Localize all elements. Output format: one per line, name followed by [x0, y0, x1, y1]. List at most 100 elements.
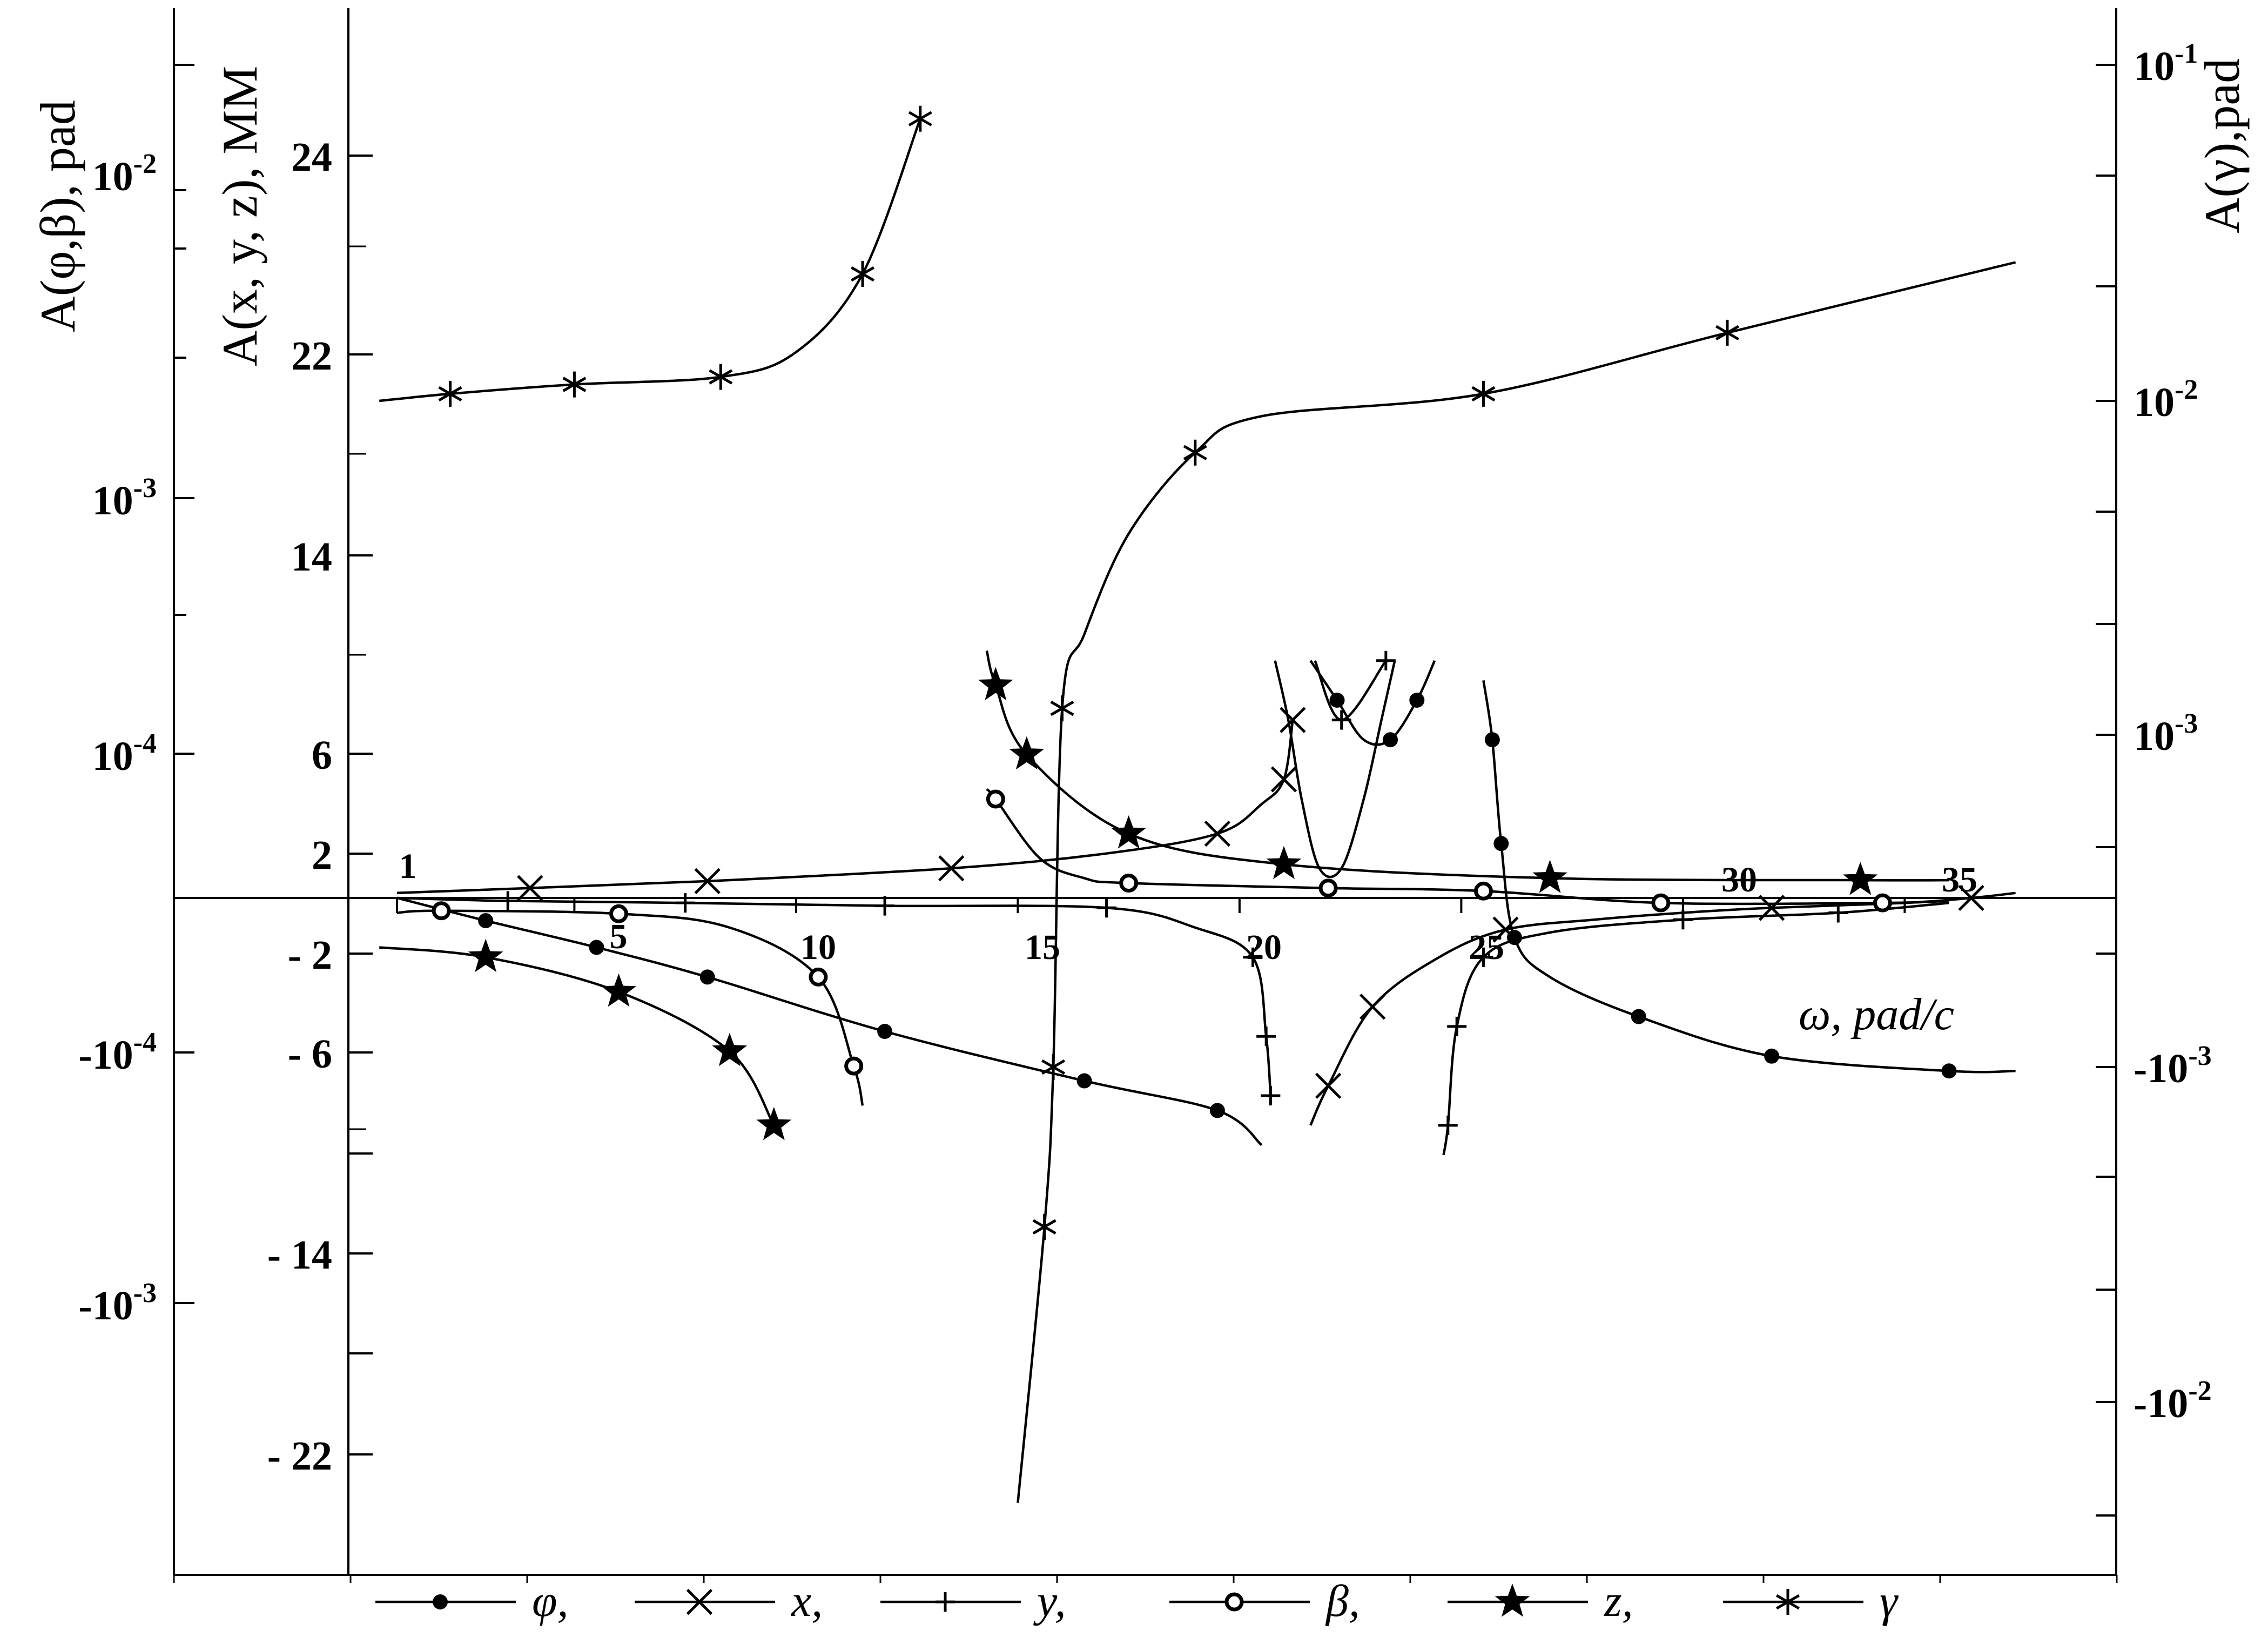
data-point-beta [809, 967, 828, 987]
left-inner-tick-label: 24 [291, 135, 332, 180]
data-point-beta [432, 901, 451, 921]
data-point-gamma [1183, 439, 1207, 466]
series-lines [379, 105, 2016, 1503]
data-point-phi [1329, 693, 1345, 708]
data-point-gamma [709, 364, 733, 390]
x-tick-label: 15 [1025, 928, 1060, 967]
left-outer-tick-label: -10-4 [78, 1027, 157, 1078]
left-inner-tick-label: - 2 [288, 933, 332, 978]
data-point-x [938, 855, 965, 882]
data-point-y [498, 891, 518, 911]
data-point-x [1360, 994, 1386, 1020]
left-inner-axis-title: A(x, y, z), MM [212, 66, 267, 366]
series-line-phi [1482, 680, 2016, 1074]
legend-item-z: z, [1448, 1576, 1633, 1626]
series-line-z [379, 946, 775, 1126]
data-point-beta [844, 1056, 864, 1076]
legend-label: x, [790, 1576, 823, 1626]
data-point-gamma [1041, 1054, 1066, 1080]
data-point-phi [1493, 836, 1509, 851]
series-x [396, 707, 2016, 1126]
data-point-y [1438, 1115, 1458, 1135]
data-point-x [1315, 1072, 1342, 1099]
data-point-phi [1209, 1103, 1225, 1118]
legend-item-x: x, [635, 1576, 823, 1626]
data-point-phi [1764, 1048, 1780, 1064]
x-axis-title: ω, pad/c [1799, 989, 1954, 1039]
data-point-x [1280, 707, 1306, 733]
data-point-x [694, 868, 721, 895]
right-tick-label: 10-1 [2134, 38, 2198, 89]
data-point-beta [1318, 878, 1338, 898]
data-point-beta [609, 904, 628, 923]
legend-marker [686, 1588, 713, 1615]
data-point-z [468, 938, 503, 972]
data-point-y [1376, 650, 1396, 670]
data-point-z [1009, 736, 1045, 770]
series-gamma [379, 105, 2016, 1503]
right-tick-label: 10-3 [2134, 708, 2198, 759]
left-outer-axis-title: A(φ,β), pad [30, 100, 85, 332]
data-point-beta [986, 789, 1005, 809]
legend-label: φ, [532, 1576, 568, 1626]
data-point-z [712, 1032, 748, 1067]
data-point-gamma [1032, 1213, 1056, 1240]
series-line-gamma [1017, 261, 2016, 1503]
right-axis-title: A(γ),pad [2195, 58, 2250, 233]
left-inner-tick-label: - 22 [267, 1433, 332, 1479]
series-y [396, 650, 1949, 1156]
x-tick-label: 10 [800, 928, 836, 967]
data-point-y [1096, 898, 1116, 918]
data-point-z [756, 1106, 792, 1141]
legend-label: y, [1033, 1576, 1066, 1626]
data-point-phi [1383, 732, 1398, 748]
data-point-y [1673, 910, 1693, 930]
data-point-phi [699, 969, 715, 985]
series-z [379, 650, 1949, 1141]
legend-item-y: y, [880, 1576, 1066, 1626]
left-inner-tick-label: - 6 [288, 1031, 332, 1077]
left-inner-tick-label: 14 [291, 534, 332, 580]
left-outer-tick-label: 10-3 [92, 473, 157, 524]
legend-item-beta: β, [1169, 1576, 1360, 1626]
series-line-phi [396, 896, 1263, 1146]
left-inner-tick-label: - 14 [267, 1232, 332, 1278]
data-point-z [1266, 846, 1302, 880]
data-point-phi [877, 1024, 893, 1039]
data-point-phi [478, 913, 494, 929]
data-point-y [1473, 947, 1493, 967]
series-line-y [1314, 660, 1387, 721]
data-point-z [1532, 860, 1567, 893]
data-point-x [517, 875, 543, 901]
left-outer-tick-label: -10-3 [78, 1278, 157, 1329]
data-point-y [1331, 710, 1351, 730]
data-point-y [1243, 947, 1263, 967]
data-point-beta [1651, 893, 1671, 913]
data-point-z [1111, 815, 1146, 849]
data-point-x [1958, 884, 1984, 911]
left-outer-tick-label: 10-2 [92, 149, 157, 199]
data-point-y [875, 896, 895, 916]
data-point-gamma [562, 371, 587, 398]
data-point-gamma [851, 261, 875, 287]
left-inner-tick-label: 6 [312, 733, 332, 778]
data-point-beta [1119, 874, 1139, 893]
data-point-phi [1941, 1063, 1957, 1079]
right-tick-label: -10-2 [2134, 1376, 2212, 1426]
data-point-gamma [1050, 695, 1074, 722]
data-point-phi [1076, 1073, 1092, 1089]
left-outer-tick-label: 10-4 [92, 728, 157, 779]
data-point-phi [589, 940, 604, 955]
right-tick-label: 10-2 [2134, 374, 2198, 425]
data-point-y [675, 893, 695, 913]
data-point-beta [1873, 893, 1892, 913]
series-beta [396, 788, 1949, 1106]
data-point-z [978, 667, 1013, 701]
series-line-gamma [379, 118, 921, 403]
data-point-gamma [1715, 319, 1740, 346]
left-inner-tick-label: 22 [291, 333, 332, 379]
x-tick-label: 20 [1246, 928, 1282, 967]
legend-marker [433, 1594, 448, 1609]
legend-item-phi: φ, [375, 1576, 568, 1626]
